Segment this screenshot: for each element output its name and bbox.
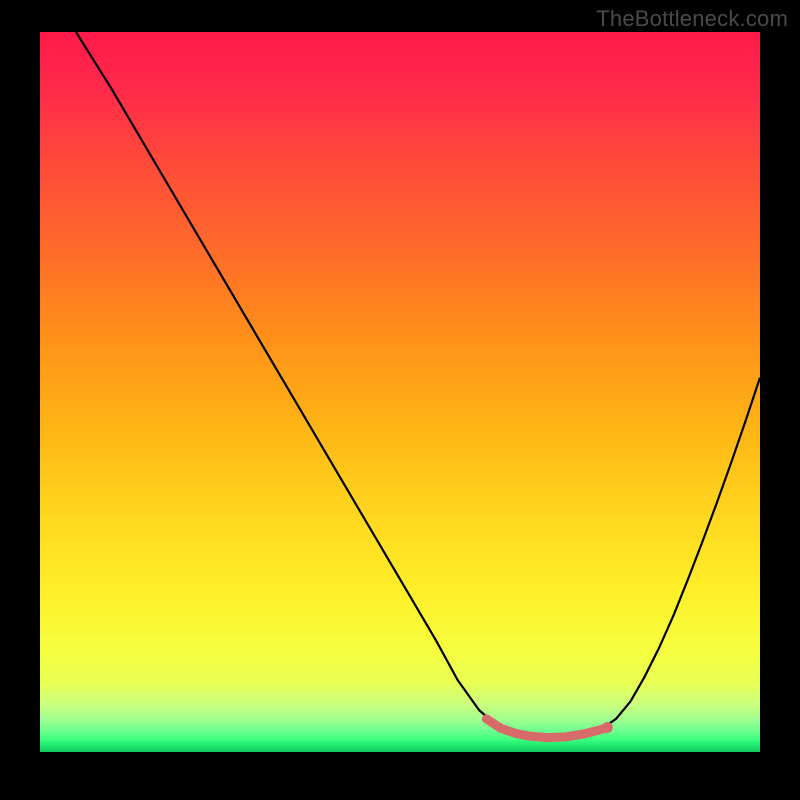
watermark-text: TheBottleneck.com [596,6,788,32]
plot-area [40,32,760,752]
chart-container: TheBottleneck.com [0,0,800,800]
highlight-end-marker [602,722,613,733]
gradient-background [40,32,760,752]
